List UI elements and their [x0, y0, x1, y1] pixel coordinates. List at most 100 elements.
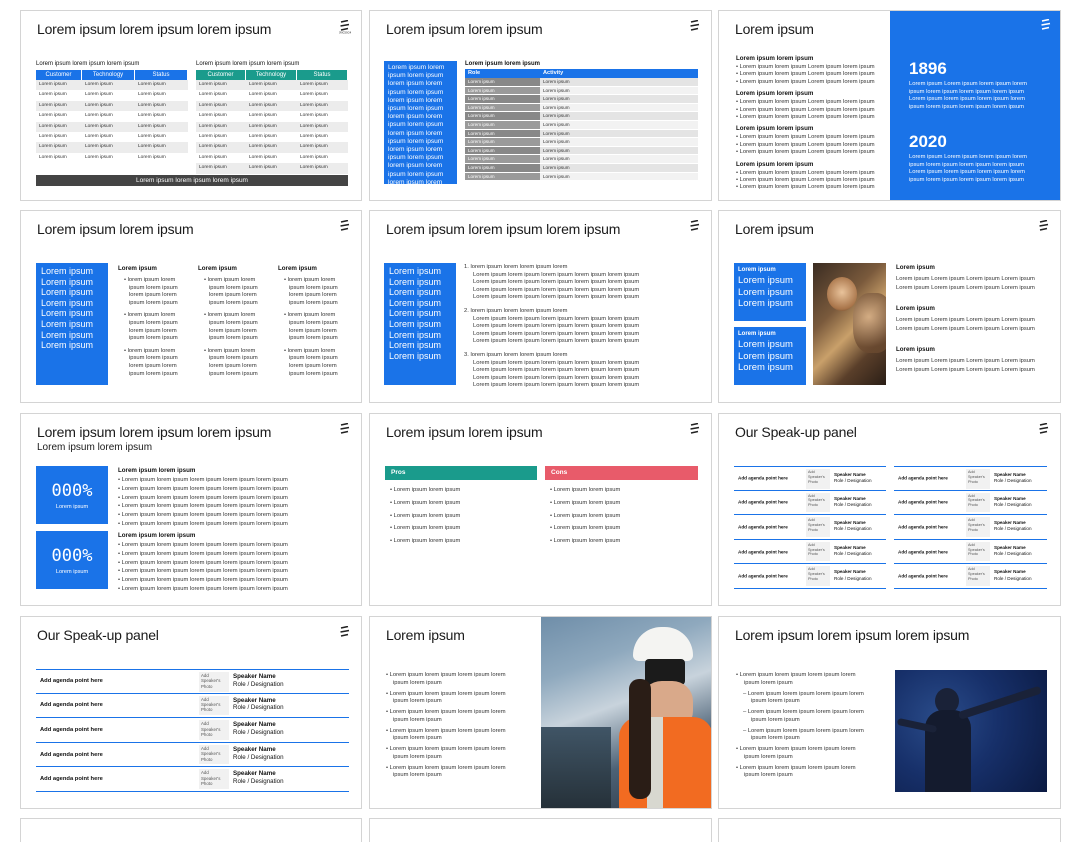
speaker-photo-placeholder[interactable]: Add Speaker's Photo [199, 769, 229, 789]
speaker-photo-placeholder[interactable]: Add Speaker's Photo [966, 566, 990, 586]
speaker-photo-placeholder[interactable]: Add Speaker's Photo [806, 566, 830, 586]
box-line: Lorem ipsum [738, 298, 793, 309]
speaker-info[interactable]: Speaker Name Role / Designation [233, 697, 284, 713]
agenda-row[interactable]: Add agenda point here Add Speaker's Photo… [734, 540, 886, 565]
speaker-info[interactable]: Speaker Name Role / Designation [233, 746, 284, 762]
speaker-photo-placeholder[interactable]: Add Speaker's Photo [199, 720, 229, 740]
table-cell: Lorem ipsum [199, 113, 227, 119]
agenda-row[interactable]: Add agenda point here Add Speaker's Photo… [734, 466, 886, 491]
speaker-photo-placeholder[interactable]: Add Speaker's Photo [806, 517, 830, 537]
table-row: Lorem ipsum Lorem ipsum [465, 129, 698, 139]
agenda-point[interactable]: Add agenda point here [898, 499, 948, 505]
speaker-photo-placeholder[interactable]: Add Speaker's Photo [199, 744, 229, 765]
slide-thumbnail-9[interactable]: Our Speak-up panel Add agenda point here… [718, 413, 1061, 606]
speaker-info[interactable]: Speaker Name Role / Designation [994, 520, 1032, 532]
speaker-info[interactable]: Speaker Name Role / Designation [233, 673, 284, 689]
speaker-info[interactable]: Speaker Name Role / Designation [233, 721, 284, 737]
slide-thumbnail-12[interactable]: Lorem ipsum lorem ipsum lorem ipsum • Lo… [718, 616, 1061, 809]
speaker-info[interactable]: Speaker Name Role / Designation [834, 520, 872, 532]
speaker-photo-placeholder[interactable]: Add Speaker's Photo [966, 541, 990, 562]
agenda-row[interactable]: Add agenda point here Add Speaker's Photo… [36, 767, 349, 792]
agenda-point[interactable]: Add agenda point here [40, 678, 103, 685]
table-cell: Lorem ipsum [300, 154, 328, 160]
speaker-photo-placeholder[interactable]: Add Speaker's Photo [966, 492, 990, 513]
speaker-info[interactable]: Speaker Name Role / Designation [834, 545, 872, 557]
table-row: Lorem ipsum Lorem ipsum [465, 146, 698, 156]
table-row: Lorem ipsum Lorem ipsum Lorem ipsum [196, 100, 348, 112]
speaker-name: Speaker Name [994, 544, 1026, 550]
table-cell: Lorem ipsum [300, 82, 328, 87]
slide-thumbnail-6[interactable]: Lorem ipsum Lorem ipsum Lorem ipsum Lorem … [718, 210, 1061, 403]
agenda-point[interactable]: Add agenda point here [738, 549, 788, 555]
slide-thumbnail-1[interactable]: Lorem ipsum lorem ipsum lorem ipsum ERIC… [20, 10, 362, 201]
agenda-row[interactable]: Add agenda point here Add Speaker's Photo… [894, 466, 1047, 491]
slide-thumbnail-8[interactable]: Lorem ipsum lorem ipsum Pros Cons • Lore… [369, 413, 712, 606]
group-heading: Lorem ipsum lorem ipsum [736, 125, 814, 133]
speaker-photo-placeholder[interactable]: Add Speaker's Photo [806, 492, 830, 513]
speaker-photo-placeholder[interactable]: Add Speaker's Photo [966, 469, 990, 489]
agenda-point[interactable]: Add agenda point here [898, 573, 948, 579]
agenda-point[interactable]: Add agenda point here [40, 751, 103, 758]
agenda-row[interactable]: Add agenda point here Add Speaker's Photo… [894, 540, 1047, 565]
speaker-info[interactable]: Speaker Name Role / Designation [994, 545, 1032, 557]
speaker-info[interactable]: Speaker Name Role / Designation [834, 569, 872, 581]
agenda-point[interactable]: Add agenda point here [40, 776, 103, 783]
speaker-info[interactable]: Speaker Name Role / Designation [834, 472, 872, 484]
slide-thumbnail-2[interactable]: Lorem ipsum lorem ipsum Lorem ipsum lore… [369, 10, 712, 201]
agenda-point[interactable]: Add agenda point here [40, 702, 103, 709]
bullet-line: ipsum lorem ipsum [289, 355, 338, 362]
agenda-row[interactable]: Add agenda point here Add Speaker's Photo… [734, 491, 886, 516]
blue-text-box: Lorem ipsum Lorem ipsum Lorem ipsum Lorem i… [734, 327, 806, 385]
sub-bullet-item: – Lorem ipsum lorem ipsum lorem ipsum lo… [743, 727, 864, 734]
table-row: Lorem ipsum Lorem ipsum Lorem ipsum [36, 100, 188, 112]
agenda-row[interactable]: Add agenda point here Add Speaker's Photo… [36, 743, 349, 768]
bullet-item: • Lorem ipsum lorem ipsum Lorem ipsum lo… [736, 141, 875, 148]
speaker-name: Speaker Name [994, 472, 1026, 477]
speaker-info[interactable]: Speaker Name Role / Designation [994, 496, 1032, 508]
slide-thumbnail-13[interactable] [20, 818, 362, 842]
slide-thumbnail-11[interactable]: Lorem ipsum • Lorem ipsum lorem ipsum lo… [369, 616, 712, 809]
agenda-row[interactable]: Add agenda point here Add Speaker's Photo… [894, 515, 1047, 540]
speaker-photo-placeholder[interactable]: Add Speaker's Photo [199, 695, 229, 716]
speaker-info[interactable]: Speaker Name Role / Designation [994, 569, 1032, 581]
agenda-point[interactable]: Add agenda point here [738, 499, 788, 505]
slide-thumbnail-5[interactable]: Lorem ipsum lorem ipsum lorem ipsum Lore… [369, 210, 712, 403]
customer-table-2: Lorem ipsum lorem ipsum lorem ipsum Cust… [196, 61, 348, 184]
agenda-row[interactable]: Add agenda point here Add Speaker's Photo… [36, 669, 349, 694]
agenda-point[interactable]: Add agenda point here [898, 549, 948, 555]
table-row: Lorem ipsum Lorem ipsum [465, 120, 698, 130]
bullet-item: • lorem ipsum lorem ipsum lorem ipsum lore… [198, 312, 258, 342]
svg-text:ERICSSON: ERICSSON [339, 31, 351, 35]
box-line: Lorem ipsum [738, 286, 793, 298]
agenda-point[interactable]: Add agenda point here [898, 475, 948, 481]
agenda-row[interactable]: Add agenda point here Add Speaker's Photo… [894, 564, 1047, 589]
agenda-point[interactable]: Add agenda point here [738, 475, 788, 481]
table-cell: Lorem ipsum [39, 102, 67, 108]
speaker-photo-placeholder[interactable]: Add Speaker's Photo [806, 541, 830, 562]
slide-thumbnail-15[interactable] [718, 818, 1061, 842]
agenda-row[interactable]: Add agenda point here Add Speaker's Photo… [36, 718, 349, 743]
slide-thumbnail-4[interactable]: Lorem ipsum lorem ipsum Lorem ipsum Lorem… [20, 210, 362, 403]
slide-thumbnail-14[interactable] [369, 818, 712, 842]
bullet-line: ipsum lorem ipsum [209, 319, 258, 326]
agenda-row[interactable]: Add agenda point here Add Speaker's Photo… [894, 491, 1047, 516]
agenda-point[interactable]: Add agenda point here [40, 726, 103, 733]
slide-thumbnail-10[interactable]: Our Speak-up panel Add agenda point here… [20, 616, 362, 809]
slide-thumbnail-7[interactable]: Lorem ipsum lorem ipsum lorem ipsum Lore… [20, 413, 362, 606]
agenda-point[interactable]: Add agenda point here [898, 524, 948, 530]
speaker-info[interactable]: Speaker Name Role / Designation [994, 472, 1032, 484]
table-cell: Lorem ipsum [138, 133, 166, 139]
speaker-photo-placeholder[interactable]: Add Speaker's Photo [806, 469, 830, 489]
agenda-row[interactable]: Add agenda point here Add Speaker's Photo… [734, 515, 886, 540]
speaker-photo-placeholder[interactable]: Add Speaker's Photo [199, 672, 229, 692]
agenda-row[interactable]: Add agenda point here Add Speaker's Photo… [734, 564, 886, 589]
speaker-photo-placeholder[interactable]: Add Speaker's Photo [966, 517, 990, 537]
agenda-row[interactable]: Add agenda point here Add Speaker's Photo… [36, 694, 349, 719]
speaker-info[interactable]: Speaker Name Role / Designation [834, 496, 872, 508]
stat-bullets: Lorem ipsum lorem ipsum • Lorem ipsum lor… [118, 532, 288, 594]
agenda-point[interactable]: Add agenda point here [738, 524, 788, 530]
slide-thumbnail-3[interactable]: Lorem ipsum Lorem ipsum lorem ipsum • Lor… [718, 10, 1061, 201]
speaker-info[interactable]: Speaker Name Role / Designation [233, 770, 284, 786]
slide-title: Our Speak-up panel [37, 627, 159, 643]
agenda-point[interactable]: Add agenda point here [738, 573, 788, 579]
